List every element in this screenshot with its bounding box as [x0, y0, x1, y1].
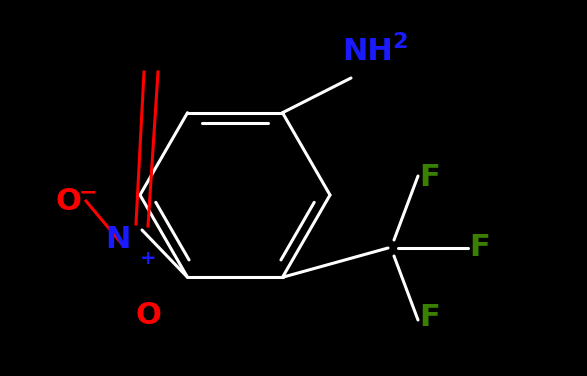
- Text: O: O: [135, 302, 161, 331]
- Text: O: O: [55, 188, 81, 217]
- Text: N: N: [105, 226, 131, 255]
- Text: 2: 2: [392, 32, 408, 52]
- Text: F: F: [420, 303, 440, 332]
- Text: F: F: [420, 164, 440, 193]
- Text: +: +: [140, 249, 156, 267]
- Text: −: −: [79, 182, 97, 202]
- Text: F: F: [470, 233, 490, 262]
- Text: NH: NH: [343, 38, 393, 67]
